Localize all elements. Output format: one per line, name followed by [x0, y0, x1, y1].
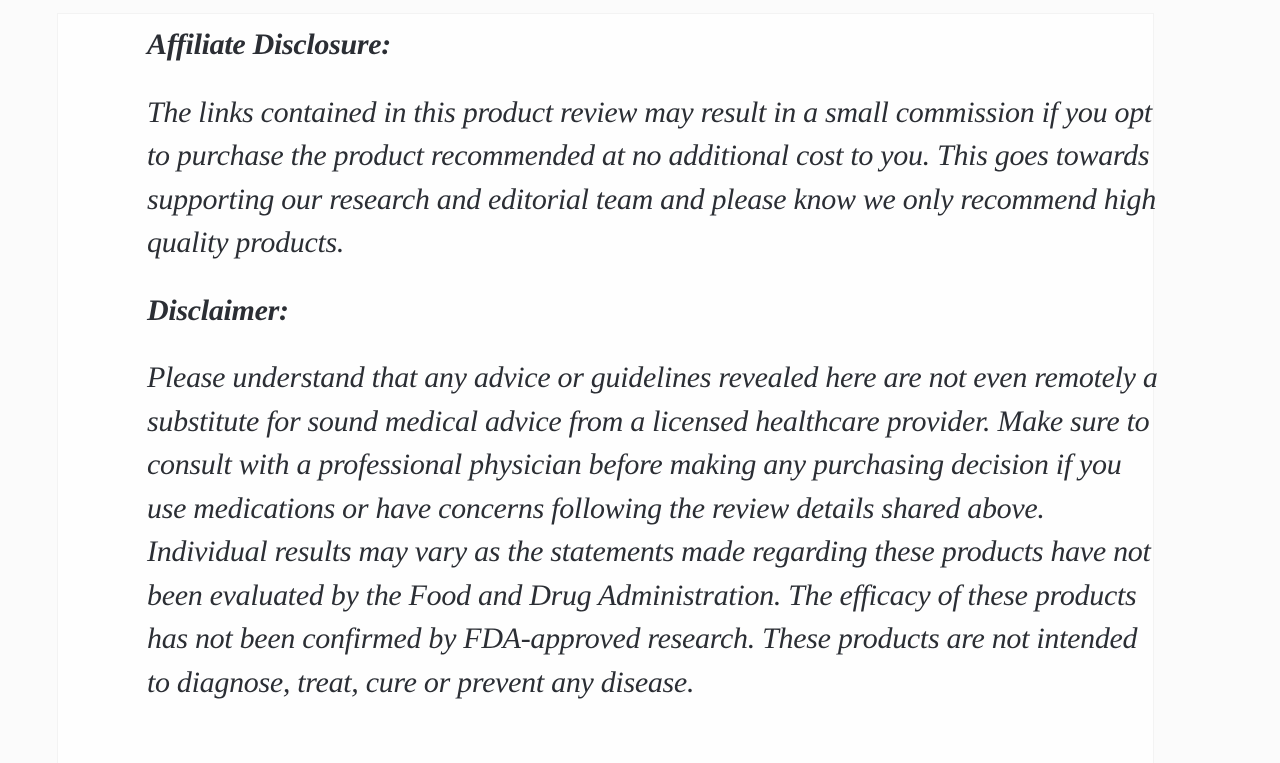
- disclaimer-paragraph: Please understand that any advice or gui…: [147, 361, 1158, 699]
- article-content-card: Affiliate Disclosure: The links containe…: [57, 13, 1158, 763]
- affiliate-disclosure-paragraph: The links contained in this product revi…: [147, 95, 1156, 260]
- affiliate-disclosure-heading: Affiliate Disclosure:: [147, 28, 391, 61]
- disclaimer-heading: Disclaimer:: [147, 293, 289, 327]
